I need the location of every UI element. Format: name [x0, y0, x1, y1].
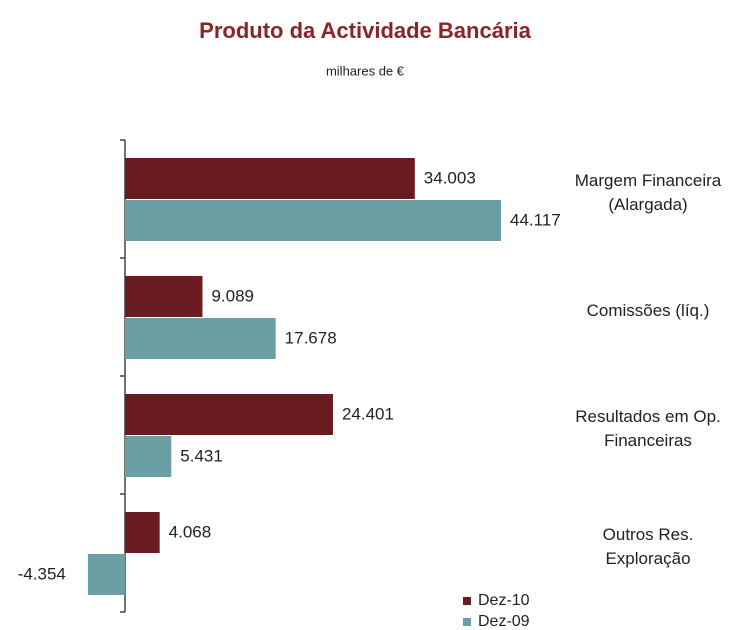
value-label: 17.678: [285, 328, 337, 347]
value-label: 5.431: [180, 446, 223, 465]
legend-label: Dez-09: [478, 613, 530, 630]
value-label: 24.401: [342, 404, 394, 423]
bar: [125, 318, 276, 359]
category-label: Resultados em Op. Financeiras: [575, 407, 721, 450]
bar: [125, 512, 160, 553]
category-label: Comissões (líq.): [586, 301, 710, 320]
value-label: 4.068: [169, 522, 212, 541]
chart-subtitle: milhares de €: [326, 63, 405, 78]
bar: [125, 276, 203, 317]
category-label: Outros Res. Exploração: [602, 525, 694, 568]
value-label: -4.354: [18, 564, 66, 583]
value-label: 9.089: [211, 286, 254, 305]
category-label: Margem Financeira (Alargada): [574, 171, 722, 214]
value-label: 34.003: [424, 168, 476, 187]
bar: [125, 436, 172, 477]
legend-swatch: [463, 618, 471, 626]
bar: [125, 394, 333, 435]
value-label: 44.117: [510, 210, 561, 229]
bar: [87, 554, 125, 595]
legend-label: Dez-10: [478, 592, 530, 609]
bar: [125, 200, 501, 241]
bar: [125, 158, 415, 199]
chart-title: Produto da Actividade Bancária: [199, 18, 531, 43]
legend-swatch: [463, 597, 471, 605]
